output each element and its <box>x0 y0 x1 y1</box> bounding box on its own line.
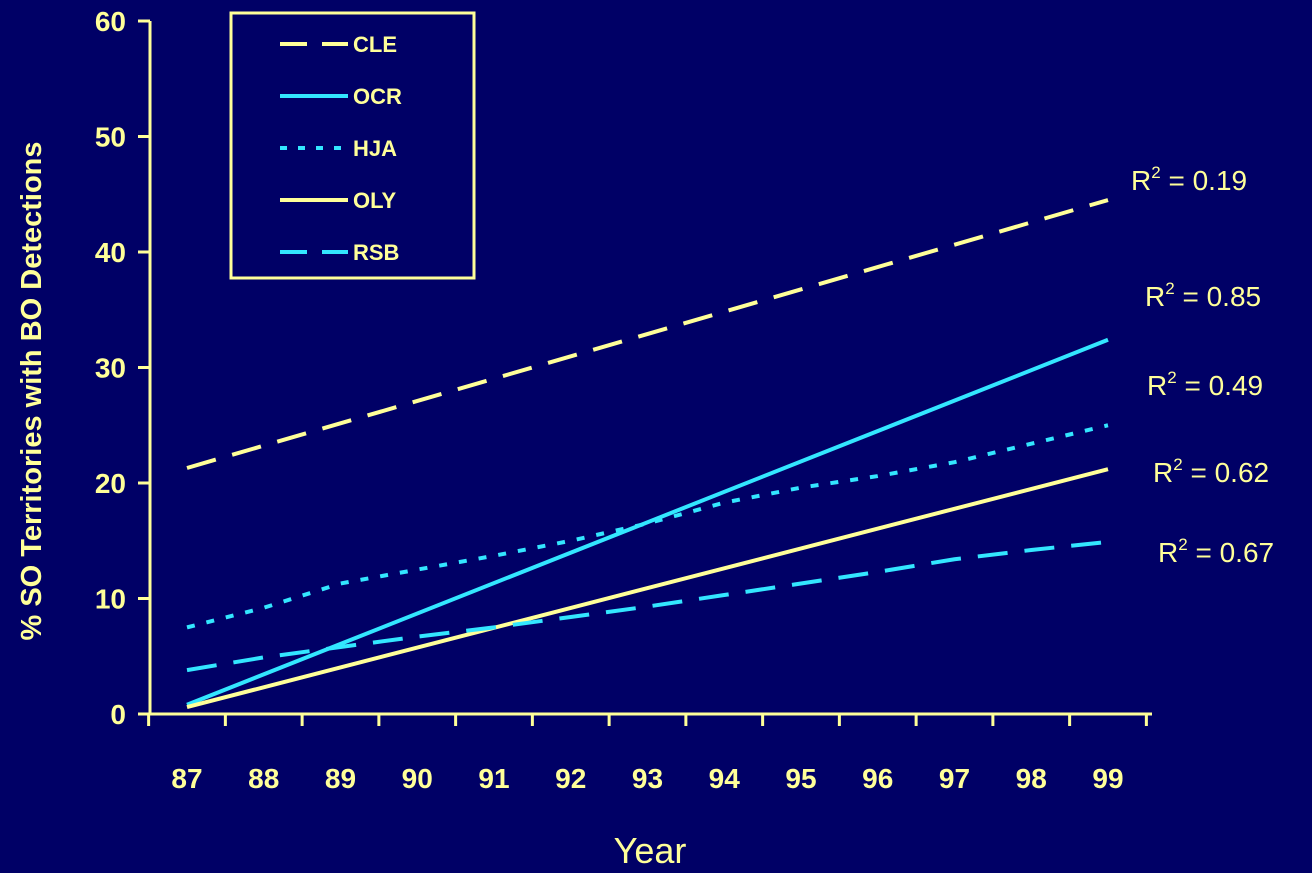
r2-label-ocr: R2 = 0.85 <box>1145 279 1261 312</box>
r2-label-hja: R2 = 0.49 <box>1147 368 1263 401</box>
x-tick-label: 92 <box>555 763 586 794</box>
ticks: 0 10 20 30 40 50 60 87 88 89 90 91 92 93 94 95 96 97 98 99 <box>95 6 1148 794</box>
y-tick-label: 40 <box>95 237 126 268</box>
y-axis-title: % SO Territories with BO Detections <box>16 141 48 640</box>
legend: CLE OCR HJA OLY RSB <box>229 11 476 280</box>
legend-box <box>229 11 476 280</box>
x-tick-label: 99 <box>1092 763 1123 794</box>
x-tick-label: 94 <box>709 763 741 794</box>
y-tick-label: 60 <box>95 6 126 37</box>
legend-label-oly: OLY <box>353 188 397 213</box>
x-tick-label: 91 <box>478 763 509 794</box>
legend-label-hja: HJA <box>353 136 397 161</box>
x-tick-label: 97 <box>939 763 970 794</box>
legend-label-cle: CLE <box>353 32 397 57</box>
series-lines <box>186 198 1109 710</box>
y-tick-label: 0 <box>110 699 126 730</box>
x-tick-label: 98 <box>1016 763 1047 794</box>
series-line-hja <box>186 423 1109 630</box>
y-tick-label: 30 <box>95 353 126 384</box>
y-tick-label: 10 <box>95 584 126 615</box>
r2-labels: R2 = 0.19 R2 = 0.85 R2 = 0.49 R2 = 0.62 R2 =… <box>1131 163 1274 568</box>
x-axis-title: Year <box>614 830 687 871</box>
y-tick-label: 50 <box>95 122 126 153</box>
series-line-rsb <box>186 539 1109 673</box>
x-tick-label: 87 <box>171 763 202 794</box>
x-tick-label: 95 <box>785 763 816 794</box>
r2-label-cle: R2 = 0.19 <box>1131 163 1247 196</box>
y-tick-label: 20 <box>95 468 126 499</box>
x-tick-label: 96 <box>862 763 893 794</box>
legend-label-rsb: RSB <box>353 240 399 265</box>
series-line-cle <box>186 198 1109 470</box>
series-line-ocr <box>186 337 1109 707</box>
x-tick-label: 90 <box>402 763 433 794</box>
x-tick-label: 89 <box>325 763 356 794</box>
legend-label-ocr: OCR <box>353 84 402 109</box>
r2-label-rsb: R2 = 0.67 <box>1158 535 1274 568</box>
x-tick-label: 93 <box>632 763 663 794</box>
series-line-oly <box>186 467 1109 710</box>
r2-label-oly: R2 = 0.62 <box>1153 455 1269 488</box>
x-tick-label: 88 <box>248 763 279 794</box>
